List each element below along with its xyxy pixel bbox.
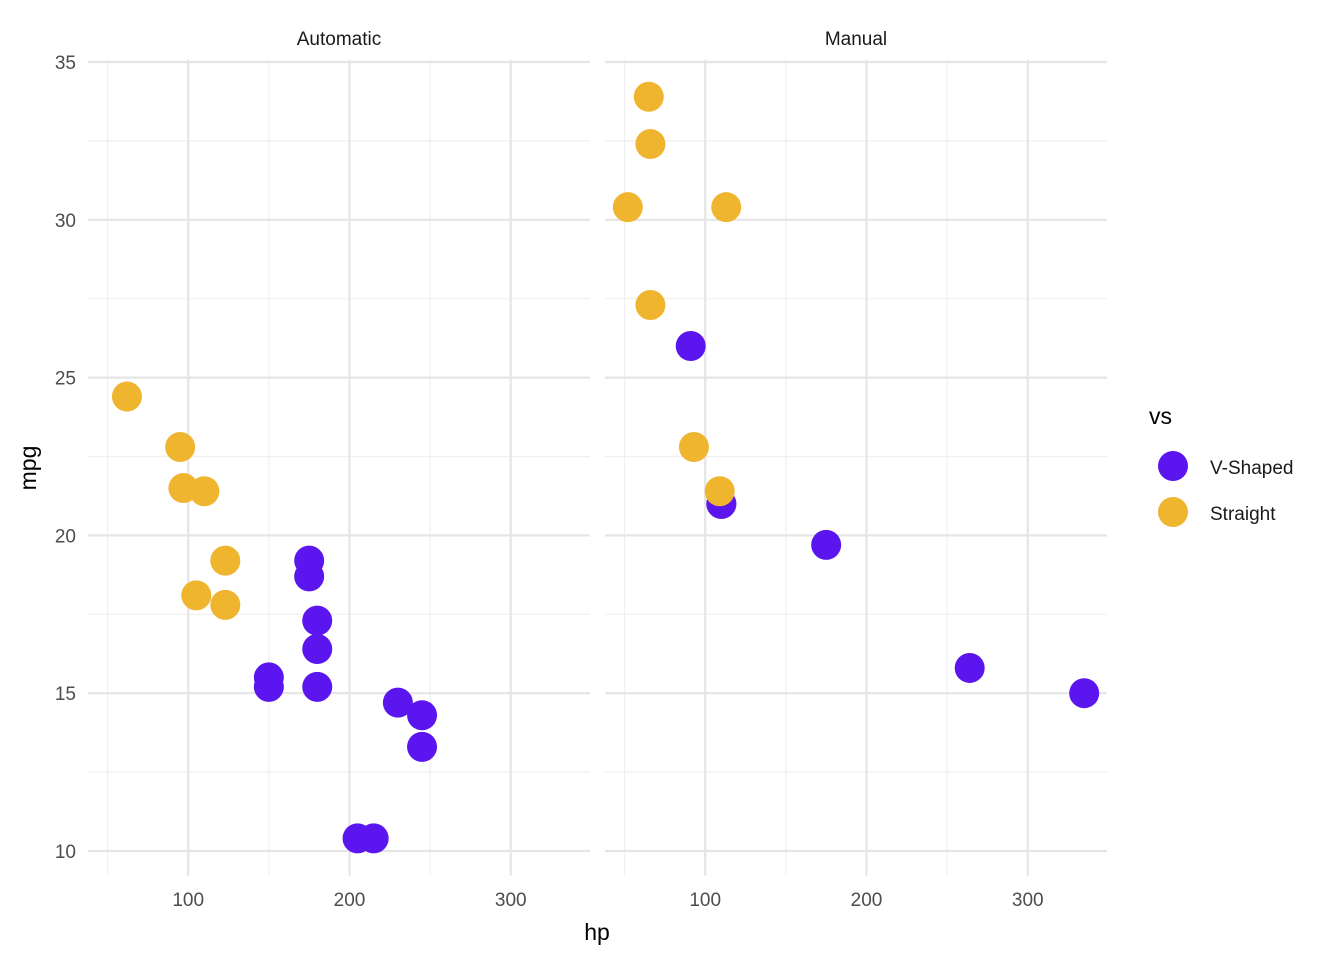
data-point	[302, 671, 333, 702]
data-point	[704, 476, 735, 507]
x-tick-label: 200	[334, 890, 366, 911]
legend-key-straight	[1158, 497, 1188, 527]
facet-panel-manual: 100 200 300 Manual	[605, 29, 1107, 911]
data-point	[407, 731, 438, 762]
data-point	[635, 290, 666, 321]
x-axis-title: hp	[584, 919, 610, 945]
legend-label-v-shaped: V-Shaped	[1210, 458, 1293, 479]
data-point	[635, 129, 666, 160]
data-point	[811, 529, 842, 560]
x-tick-label: 100	[172, 890, 204, 911]
facet-panel-automatic: 100 200 300 Automatic	[88, 29, 590, 911]
data-point	[302, 605, 333, 636]
y-tick-label: 25	[55, 369, 76, 390]
facet-strip-label: Manual	[825, 29, 887, 50]
x-tick-label: 300	[495, 890, 527, 911]
data-point	[675, 331, 706, 362]
data-point	[210, 545, 241, 576]
legend-title: vs	[1149, 403, 1172, 429]
data-point	[302, 634, 333, 665]
data-point	[954, 652, 985, 683]
x-tick-label: 100	[689, 890, 721, 911]
data-point	[294, 545, 325, 576]
data-point	[382, 687, 413, 718]
x-tick-label: 300	[1012, 890, 1044, 911]
y-tick-label: 30	[55, 211, 76, 232]
data-point	[678, 432, 709, 463]
x-tick-label: 200	[851, 890, 883, 911]
data-point	[168, 473, 199, 504]
data-point	[407, 700, 438, 731]
legend-key-v-shaped	[1158, 451, 1188, 481]
data-point	[1069, 678, 1100, 709]
data-point	[181, 580, 212, 611]
data-point	[210, 589, 241, 620]
y-tick-label: 10	[55, 842, 76, 863]
data-point	[633, 81, 664, 112]
y-tick-label: 20	[55, 526, 76, 547]
legend-label-straight: Straight	[1210, 504, 1276, 525]
legend: vs V-Shaped Straight	[1149, 403, 1293, 527]
y-tick-label: 35	[55, 53, 76, 74]
data-point	[358, 823, 389, 854]
data-point	[711, 192, 742, 223]
data-point	[612, 192, 643, 223]
data-point	[253, 671, 284, 702]
data-point	[111, 381, 142, 412]
y-tick-label: 15	[55, 684, 76, 705]
data-point	[165, 432, 196, 463]
y-axis-title: mpg	[15, 446, 41, 491]
facet-strip-label: Automatic	[297, 29, 381, 50]
